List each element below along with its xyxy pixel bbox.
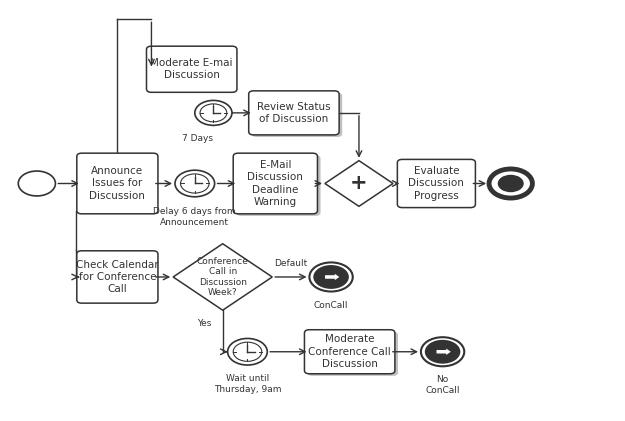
Text: Check Calendar
for Conference
Call: Check Calendar for Conference Call <box>76 260 159 294</box>
Polygon shape <box>325 161 393 206</box>
Circle shape <box>18 171 56 196</box>
FancyBboxPatch shape <box>233 153 318 214</box>
Text: Announce
Issues for
Discussion: Announce Issues for Discussion <box>89 166 145 201</box>
Text: +: + <box>350 173 368 194</box>
Circle shape <box>200 104 227 122</box>
Text: No
ConCall: No ConCall <box>426 376 460 395</box>
Circle shape <box>313 265 349 289</box>
Text: Review Status
of Discussion: Review Status of Discussion <box>257 101 331 124</box>
Text: 7 Days: 7 Days <box>182 133 213 143</box>
Circle shape <box>228 338 268 365</box>
Circle shape <box>233 342 262 361</box>
FancyBboxPatch shape <box>77 153 158 214</box>
Polygon shape <box>173 244 272 310</box>
Circle shape <box>195 100 232 125</box>
Text: Default: Default <box>274 259 308 268</box>
Polygon shape <box>436 349 451 355</box>
Circle shape <box>489 169 532 198</box>
Text: Yes: Yes <box>197 319 211 328</box>
Text: E-Mail
Discussion
Deadline
Warning: E-Mail Discussion Deadline Warning <box>248 160 303 207</box>
Text: Wait until
Thursday, 9am: Wait until Thursday, 9am <box>214 374 281 394</box>
FancyBboxPatch shape <box>252 93 343 137</box>
FancyBboxPatch shape <box>236 155 321 216</box>
FancyBboxPatch shape <box>398 160 476 208</box>
Circle shape <box>498 175 524 192</box>
Circle shape <box>175 170 214 197</box>
FancyBboxPatch shape <box>308 332 398 376</box>
Text: ConCall: ConCall <box>314 301 348 310</box>
Polygon shape <box>325 274 339 280</box>
Text: Conference
Call in
Discussion
Week?: Conference Call in Discussion Week? <box>197 257 249 297</box>
Circle shape <box>309 262 352 291</box>
FancyBboxPatch shape <box>146 46 237 92</box>
FancyBboxPatch shape <box>304 330 395 374</box>
Circle shape <box>421 337 464 366</box>
FancyBboxPatch shape <box>77 251 158 303</box>
Text: Moderate
Conference Call
Discussion: Moderate Conference Call Discussion <box>308 334 391 369</box>
Circle shape <box>425 340 461 364</box>
Text: Evaluate
Discussion
Progress: Evaluate Discussion Progress <box>409 166 464 201</box>
Circle shape <box>181 174 209 193</box>
Text: Moderate E-mai
Discussion: Moderate E-mai Discussion <box>151 58 233 80</box>
FancyBboxPatch shape <box>249 91 339 135</box>
Text: Delay 6 days from
Announcement: Delay 6 days from Announcement <box>154 207 236 226</box>
